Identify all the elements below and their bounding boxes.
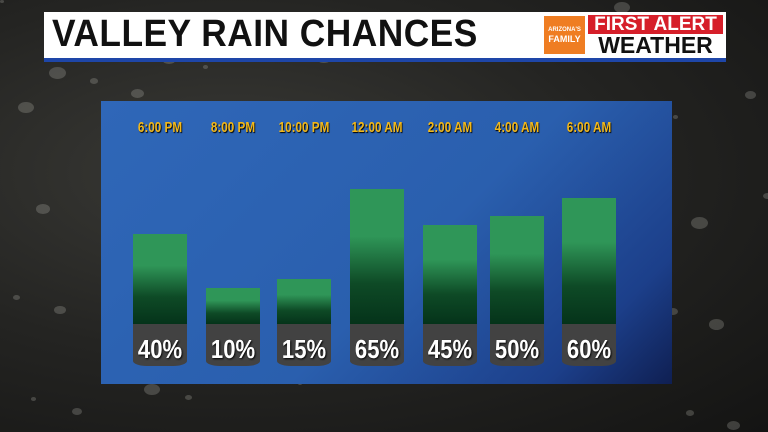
value-text: 50% (494, 334, 540, 364)
raindrop (18, 102, 34, 114)
time-label: 6:00 AM (566, 119, 612, 136)
value-label: 40% (133, 324, 187, 366)
bar (133, 234, 187, 324)
raindrop (203, 65, 208, 69)
value-text: 65% (354, 334, 400, 364)
first-alert-logo: FIRST ALERT (588, 15, 723, 34)
raindrop (54, 306, 66, 315)
value-label: 15% (277, 324, 331, 366)
weather-logo: WEATHER (598, 32, 713, 58)
raindrop (13, 295, 20, 300)
bar (350, 189, 404, 324)
raindrop (144, 384, 160, 396)
raindrop (709, 319, 724, 330)
value-label: 45% (423, 324, 477, 366)
value-text: 60% (566, 334, 612, 364)
raindrop (185, 395, 192, 400)
value-text: 15% (281, 334, 327, 364)
raindrop (0, 0, 4, 3)
time-label: 2:00 AM (427, 119, 473, 136)
time-label: 10:00 PM (278, 119, 330, 136)
arizonas-family-logo: ARIZONA'S FAMILY (544, 16, 585, 54)
time-label: 8:00 PM (210, 119, 256, 136)
value-text: 40% (137, 334, 183, 364)
raindrop (36, 204, 50, 214)
value-label: 10% (206, 324, 260, 366)
raindrop (90, 78, 98, 84)
bar (206, 288, 260, 324)
bar (490, 216, 544, 324)
page-title: VALLEY RAIN CHANCES (52, 13, 478, 55)
time-label: 12:00 AM (351, 119, 403, 136)
raindrop (31, 397, 36, 401)
value-text: 10% (210, 334, 256, 364)
value-text: 45% (427, 334, 473, 364)
bar (562, 198, 616, 324)
bar (423, 225, 477, 324)
raindrop (686, 410, 694, 416)
raindrop (614, 2, 630, 14)
raindrop (745, 91, 756, 99)
title-bar: VALLEY RAIN CHANCES ARIZONA'S FAMILY FIRS… (44, 12, 726, 62)
time-label: 6:00 PM (137, 119, 183, 136)
value-label: 50% (490, 324, 544, 366)
raindrop (668, 308, 678, 315)
raindrop (72, 408, 82, 415)
value-label: 60% (562, 324, 616, 366)
raindrop (673, 115, 678, 119)
raindrop (691, 217, 708, 229)
raindrop (727, 421, 740, 431)
time-label: 4:00 AM (494, 119, 540, 136)
bar (277, 279, 331, 324)
raindrop (763, 193, 768, 200)
value-label: 65% (350, 324, 404, 366)
raindrop (131, 89, 144, 99)
raindrop (49, 67, 66, 79)
